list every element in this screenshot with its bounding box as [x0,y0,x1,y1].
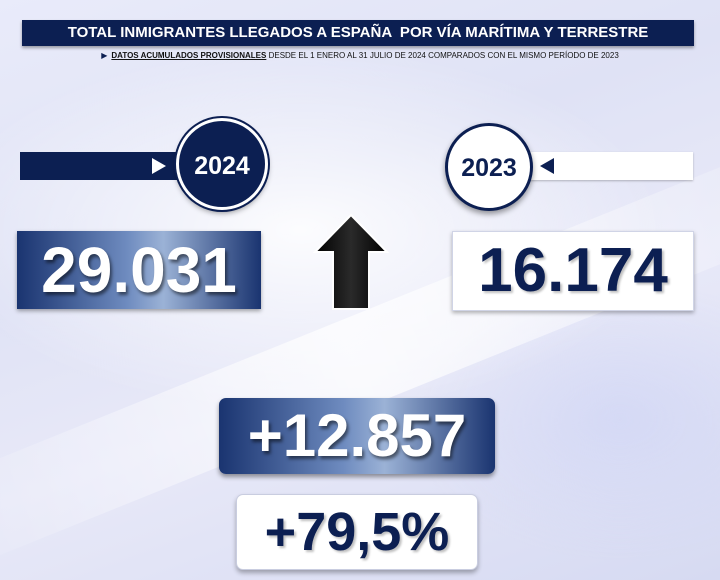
subtitle-text: DESDE EL 1 ENERO AL 31 JULIO DE 2024 COM… [266,51,619,60]
difference-percent: +79,5% [236,494,478,570]
year-2024-badge: 2024 [176,118,268,210]
subtitle: ▶ DATOS ACUMULADOS PROVISIONALES DESDE EL… [0,51,720,60]
triangle-right-icon: ▶ [101,51,108,60]
year-2024-bar [20,152,190,180]
arrow-left-icon [540,158,554,174]
subtitle-emphasis: DATOS ACUMULADOS PROVISIONALES [111,51,267,60]
up-arrow-icon [312,213,390,310]
value-2024: 29.031 [17,231,261,309]
value-2023: 16.174 [452,231,694,311]
year-2023-badge: 2023 [445,123,533,211]
difference-absolute: +12.857 [219,398,495,474]
year-2023-bar [530,152,693,180]
arrow-right-icon [152,158,166,174]
page-title: TOTAL INMIGRANTES LLEGADOS A ESPAÑA POR … [22,20,694,46]
